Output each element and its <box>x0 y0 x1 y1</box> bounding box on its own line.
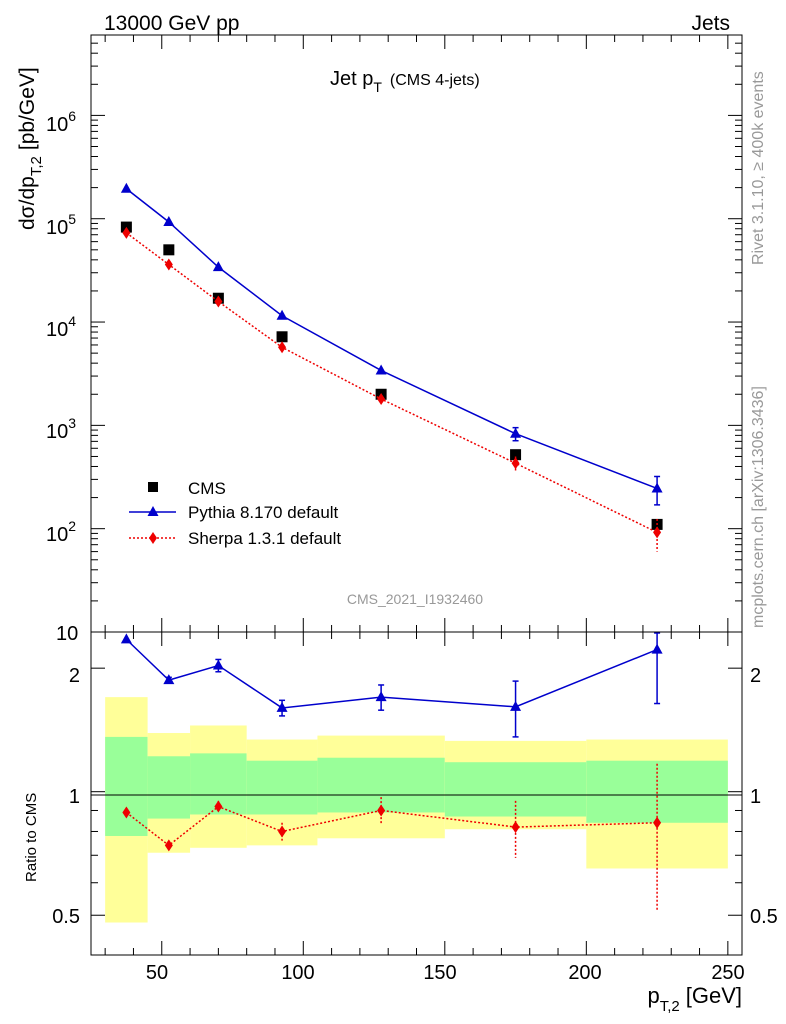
ratio-band-inner <box>105 736 148 836</box>
legend-entry-cms: CMS <box>148 479 226 498</box>
ytick-label-1e4: 104 <box>46 313 76 341</box>
source-label: mcplots.cern.ch [arXiv:1306.3436] <box>750 386 767 628</box>
legend-marker-sherpa <box>149 532 157 544</box>
ratio-band-inner <box>444 762 587 817</box>
legend-marker-pythia <box>147 506 159 516</box>
ytick-label-1e6: 106 <box>46 108 76 136</box>
main-ytick-labels: 102 103 104 105 106 10 <box>46 108 78 645</box>
pythia-point <box>651 482 663 493</box>
ratio-pythia-point <box>212 659 224 670</box>
ratio-ytick-right-1: 1 <box>750 786 761 808</box>
ratio-pythia-point <box>163 674 175 685</box>
ytick-label-1e2: 102 <box>46 518 76 546</box>
ratio-axis-ticks <box>91 632 742 955</box>
cms-point <box>510 449 522 461</box>
xtick-label-150: 150 <box>423 962 456 984</box>
legend-label-sherpa: Sherpa 1.3.1 default <box>188 529 341 548</box>
ratio-ytick-right-0.5: 0.5 <box>750 906 778 928</box>
main-axis-ticks <box>91 34 742 633</box>
ratio-pythia-point <box>651 643 663 654</box>
cms-point <box>163 244 175 256</box>
sherpa-point <box>377 392 386 405</box>
main-panel: Jet pT (CMS 4-jets) CMS_2021_I1932460 dσ/… <box>16 34 743 645</box>
legend-label-pythia: Pythia 8.170 default <box>188 503 339 522</box>
pythia-point <box>163 215 175 226</box>
analysis-id: CMS_2021_I1932460 <box>347 591 483 607</box>
legend-marker-cms <box>148 482 158 492</box>
pythia-point <box>276 309 288 320</box>
ratio-sherpa-point <box>511 821 520 834</box>
ytick-label-1e3: 103 <box>46 415 76 443</box>
legend: CMS Pythia 8.170 default Sherpa 1.3.1 de… <box>129 479 341 548</box>
ratio-sherpa-point <box>164 839 173 852</box>
xtick-labels: 50 100 150 200 250 <box>146 962 745 984</box>
ratio-ytick-right-2: 2 <box>750 665 761 687</box>
pythia-point <box>375 364 387 375</box>
xtick-label-250: 250 <box>711 962 744 984</box>
ratio-pythia-point <box>375 691 387 702</box>
xaxis-label: pT,2 [GeV] <box>647 983 742 1015</box>
ratio-band-inner <box>317 757 445 813</box>
ratio-sherpa-point <box>278 825 287 838</box>
ratio-series <box>120 632 663 912</box>
pythia-point <box>120 182 132 193</box>
main-series <box>120 182 663 552</box>
legend-label-cms: CMS <box>188 479 226 498</box>
sherpa-point <box>653 526 662 539</box>
xtick-label-50: 50 <box>146 962 168 984</box>
sherpa-point <box>122 226 131 239</box>
xtick-label-200: 200 <box>568 962 601 984</box>
main-title: Jet pT (CMS 4-jets) <box>330 68 480 95</box>
ratio-band-inner <box>246 760 318 815</box>
pythia-line <box>125 188 658 490</box>
rivet-label: Rivet 3.1.10, ≥ 400k events <box>750 71 767 265</box>
energy-label: 13000 GeV pp <box>104 12 239 35</box>
ratio-sherpa-point <box>122 806 131 819</box>
sherpa-point <box>278 341 287 354</box>
sherpa-point <box>164 258 173 271</box>
ytick-label-1e5: 105 <box>46 211 76 239</box>
ratio-ytick-labels-left: 0.5 1 2 <box>52 665 80 928</box>
ytick-label-10: 10 <box>56 623 78 645</box>
ratio-pythia-line <box>125 638 658 709</box>
ratio-ytick-left-2: 2 <box>69 665 80 687</box>
ratio-ytick-left-1: 1 <box>69 786 80 808</box>
ratio-pythia-point <box>510 700 522 711</box>
ratio-band-inner <box>147 756 191 819</box>
ratio-pythia-point <box>276 701 288 712</box>
pythia-point <box>510 427 522 438</box>
ratio-panel: Ratio to CMS 0.5 1 2 0.5 1 2 50 100 150 … <box>23 631 778 1015</box>
xtick-label-100: 100 <box>281 962 314 984</box>
ratio-pythia-point <box>120 633 132 644</box>
category-label: Jets <box>691 12 730 35</box>
sherpa-point <box>214 295 223 308</box>
ratio-ytick-left-0.5: 0.5 <box>52 906 80 928</box>
ratio-sherpa-point <box>653 816 662 829</box>
legend-entry-pythia: Pythia 8.170 default <box>129 503 339 522</box>
ratio-sherpa-point <box>377 804 386 817</box>
legend-entry-sherpa: Sherpa 1.3.1 default <box>129 529 341 548</box>
sherpa-point <box>511 457 520 470</box>
ratio-bands <box>105 697 728 923</box>
cms-point <box>276 331 288 343</box>
pythia-point <box>212 261 224 272</box>
ratio-sherpa-point <box>214 800 223 813</box>
ratio-ylabel: Ratio to CMS <box>23 793 40 882</box>
main-ylabel: dσ/dpT,2[pb/GeV] <box>16 67 45 230</box>
ratio-ytick-labels-right: 0.5 1 2 <box>750 665 778 928</box>
